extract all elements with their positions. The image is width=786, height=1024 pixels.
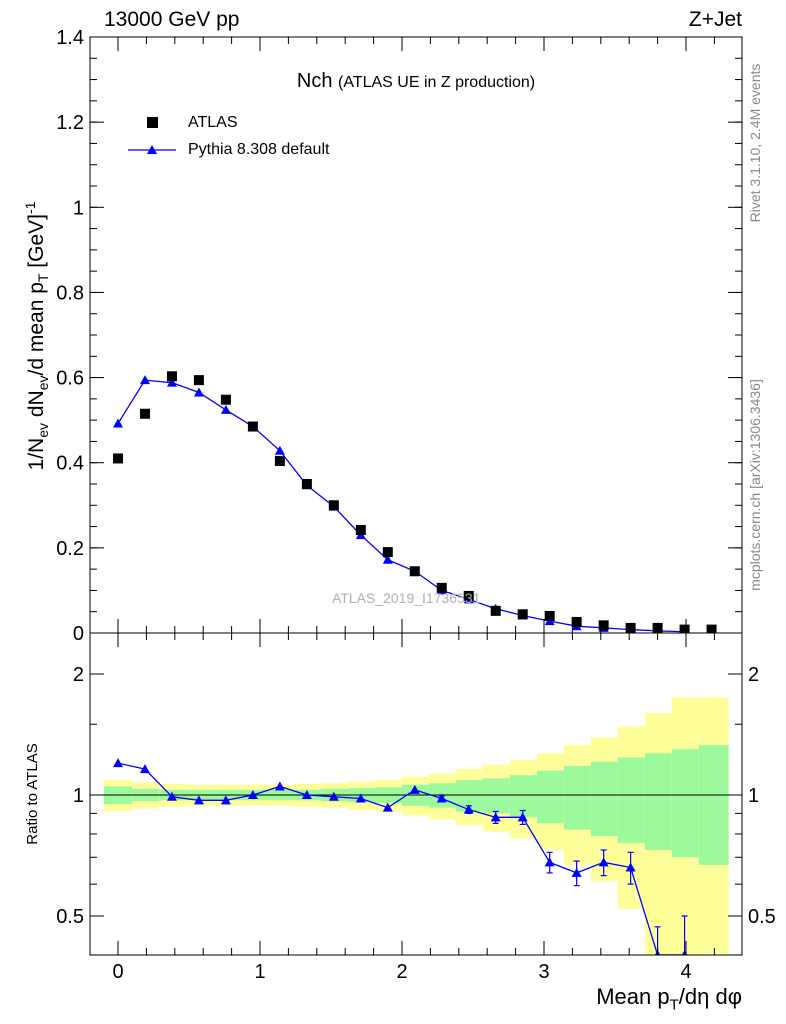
axis-ticks: 0 0.2 0.4 0.6 0.8 1 1.2 1.4 0 1 2 3 4 0.5 0.5 1 1 2 2 bbox=[56, 27, 776, 983]
header-process-label: Z+Jet bbox=[688, 8, 742, 31]
ratio-data-point bbox=[301, 790, 312, 799]
ratio-y-tick-label-left: 1 bbox=[73, 785, 84, 807]
atlas-data-point bbox=[139, 408, 150, 419]
chart-title-block: Nch (ATLAS UE in Z production) bbox=[0, 70, 786, 93]
pythia-series-line bbox=[117, 379, 685, 633]
atlas-data-point bbox=[193, 375, 204, 386]
pythia-data-point bbox=[220, 404, 231, 414]
atlas-data-point bbox=[301, 479, 312, 489]
ratio-data-point bbox=[193, 795, 204, 805]
legend bbox=[128, 117, 176, 154]
ratio-data-point bbox=[490, 812, 501, 822]
chart-title: Nch bbox=[296, 70, 333, 92]
pythia-data-point bbox=[113, 418, 123, 428]
inner-band-bin bbox=[698, 745, 729, 865]
inner-band-bin bbox=[563, 766, 591, 830]
ratio-data-point bbox=[220, 795, 231, 805]
atlas-data-point bbox=[706, 624, 717, 633]
ratio-data-point bbox=[409, 784, 420, 794]
atlas-data-point bbox=[490, 605, 501, 616]
ratio-data-point bbox=[328, 791, 339, 801]
atlas-data-point bbox=[409, 566, 420, 577]
main-y-tick-label: 0.6 bbox=[56, 368, 84, 390]
atlas-data-point bbox=[463, 590, 474, 601]
legend-pythia-marker bbox=[147, 145, 157, 154]
ratio-data-point bbox=[625, 862, 636, 872]
atlas-data-point bbox=[355, 524, 366, 535]
main-y-tick-label: 0.4 bbox=[56, 453, 84, 475]
ratio-data-point bbox=[544, 857, 555, 867]
x-axis-title: Mean pT/dη dφ bbox=[596, 984, 742, 1014]
main-y-tick-label: 1.4 bbox=[56, 27, 84, 49]
legend-label-atlas: ATLAS bbox=[188, 114, 238, 131]
legend-label-pythia: Pythia 8.308 default bbox=[188, 141, 330, 158]
main-panel-data bbox=[113, 371, 717, 633]
ratio-y-tick-label-left: 0.5 bbox=[56, 906, 84, 928]
ratio-data-point bbox=[274, 781, 285, 791]
pythia-data-point bbox=[139, 375, 150, 385]
ratio-data-point bbox=[571, 867, 582, 877]
ratio-uncertainty-bands bbox=[103, 697, 729, 955]
atlas-data-point bbox=[274, 456, 285, 467]
ratio-y-tick-label-right: 1 bbox=[748, 785, 759, 807]
atlas-data-point bbox=[166, 371, 177, 382]
inner-band-bin bbox=[644, 753, 672, 850]
ratio-series-line bbox=[117, 762, 685, 955]
atlas-data-point bbox=[625, 622, 636, 633]
x-tick-label: 1 bbox=[254, 961, 265, 983]
ratio-data-point bbox=[139, 764, 150, 774]
atlas-data-point bbox=[679, 624, 690, 633]
pythia-data-point bbox=[193, 387, 204, 397]
ratio-y-tick-label-left: 2 bbox=[73, 664, 84, 686]
atlas-data-point bbox=[544, 610, 555, 621]
atlas-data-point bbox=[247, 421, 258, 432]
pythia-data-point bbox=[166, 377, 177, 387]
inner-band-bin bbox=[671, 749, 699, 858]
atlas-data-point bbox=[328, 500, 339, 511]
main-y-tick-label: 0 bbox=[73, 623, 84, 645]
atlas-data-point bbox=[571, 616, 582, 627]
x-tick-label: 0 bbox=[112, 961, 123, 983]
x-tick-label: 4 bbox=[680, 961, 691, 983]
atlas-data-point bbox=[382, 547, 393, 558]
inner-band-bin bbox=[617, 757, 645, 843]
x-tick-label: 2 bbox=[396, 961, 407, 983]
ratio-data-point bbox=[517, 812, 528, 822]
inner-band-bin bbox=[536, 770, 564, 824]
ratio-data-point bbox=[166, 791, 177, 801]
ratio-panel-frame bbox=[89, 632, 743, 956]
pythia-data-point bbox=[274, 445, 285, 455]
main-y-tick-label: 0.2 bbox=[56, 538, 84, 560]
ratio-data-point bbox=[598, 857, 609, 867]
atlas-data-point bbox=[598, 620, 609, 631]
ratio-data-point bbox=[355, 793, 366, 803]
chart-subtitle: (ATLAS UE in Z production) bbox=[338, 74, 536, 91]
inner-band-bin bbox=[590, 761, 618, 837]
ratio-panel-data bbox=[113, 758, 688, 955]
inner-band-bin bbox=[482, 778, 510, 814]
main-y-tick-label: 1.2 bbox=[56, 112, 84, 134]
ratio-y-tick-label-right: 2 bbox=[748, 664, 759, 686]
ratio-data-point bbox=[113, 758, 123, 768]
pythia-data-point bbox=[382, 554, 393, 564]
ratio-data-point bbox=[463, 804, 474, 814]
ratio-data-point bbox=[247, 790, 258, 799]
ratio-y-tick-label-right: 0.5 bbox=[748, 906, 776, 928]
header-energy-label: 13000 GeV pp bbox=[104, 8, 240, 31]
ratio-data-point bbox=[436, 793, 447, 803]
main-y-tick-label: 0.8 bbox=[56, 282, 84, 304]
atlas-data-point bbox=[436, 582, 447, 593]
x-tick-label: 3 bbox=[538, 961, 549, 983]
main-y-tick-label: 1 bbox=[73, 197, 84, 219]
atlas-data-point bbox=[517, 609, 528, 620]
legend-atlas-marker bbox=[147, 117, 158, 128]
analysis-watermark: ATLAS_2019_I1736531 bbox=[332, 590, 481, 606]
ratio-data-point bbox=[382, 802, 393, 812]
atlas-data-point bbox=[113, 453, 123, 464]
atlas-data-point bbox=[220, 394, 231, 405]
